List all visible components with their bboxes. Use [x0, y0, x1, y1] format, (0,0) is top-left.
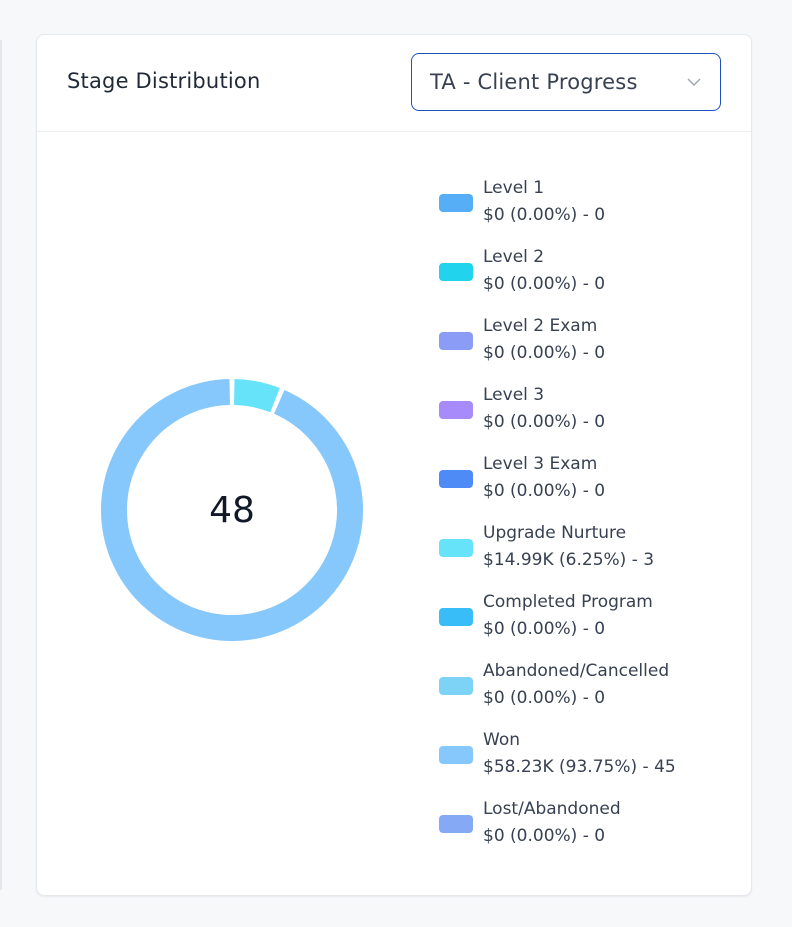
donut-slice[interactable] — [233, 379, 280, 413]
donut-chart: 48 — [97, 375, 367, 645]
legend-value: $0 (0.00%) - 0 — [483, 481, 606, 501]
legend-label: Won — [483, 730, 520, 750]
legend-item[interactable]: Level 2 Exam $0 (0.00%) - 0 — [439, 313, 739, 382]
legend-item[interactable]: Upgrade Nurture $14.99K (6.25%) - 3 — [439, 520, 739, 589]
legend-item[interactable]: Completed Program $0 (0.00%) - 0 — [439, 589, 739, 658]
legend-swatch — [439, 608, 473, 626]
center-total: 48 — [209, 489, 255, 531]
legend-item[interactable]: Abandoned/Cancelled $0 (0.00%) - 0 — [439, 658, 739, 727]
adjacent-panel-edge — [0, 40, 2, 890]
legend-item[interactable]: Won $58.23K (93.75%) - 45 — [439, 727, 739, 796]
stage-distribution-card: Stage Distribution TA - Client Progress … — [36, 34, 752, 896]
donut-slice[interactable] — [101, 379, 363, 641]
legend-item[interactable]: Level 2 $0 (0.00%) - 0 — [439, 244, 739, 313]
legend-swatch — [439, 677, 473, 695]
legend-label: Completed Program — [483, 592, 653, 612]
chevron-down-icon — [687, 78, 701, 86]
legend-value: $0 (0.00%) - 0 — [483, 826, 606, 846]
legend-label: Level 2 — [483, 247, 545, 267]
legend-value: $0 (0.00%) - 0 — [483, 205, 606, 225]
legend-label: Level 2 Exam — [483, 316, 598, 336]
legend-value: $0 (0.00%) - 0 — [483, 412, 606, 432]
legend-label: Lost/Abandoned — [483, 799, 621, 819]
legend-swatch — [439, 470, 473, 488]
legend-item[interactable]: Level 3 $0 (0.00%) - 0 — [439, 382, 739, 451]
legend-value: $0 (0.00%) - 0 — [483, 688, 606, 708]
legend-item[interactable]: Level 3 Exam $0 (0.00%) - 0 — [439, 451, 739, 520]
pipeline-select-value: TA - Client Progress — [430, 70, 638, 94]
legend-swatch — [439, 746, 473, 764]
legend-value: $0 (0.00%) - 0 — [483, 274, 606, 294]
card-title: Stage Distribution — [67, 69, 261, 93]
legend-label: Level 1 — [483, 178, 545, 198]
legend-item[interactable]: Lost/Abandoned $0 (0.00%) - 0 — [439, 796, 739, 865]
legend-label: Level 3 — [483, 385, 545, 405]
legend-value: $0 (0.00%) - 0 — [483, 619, 606, 639]
legend-value: $14.99K (6.25%) - 3 — [483, 550, 655, 570]
card-header: Stage Distribution TA - Client Progress — [37, 35, 751, 132]
legend-swatch — [439, 263, 473, 281]
legend-value: $0 (0.00%) - 0 — [483, 343, 606, 363]
legend-swatch — [439, 194, 473, 212]
legend-value: $58.23K (93.75%) - 45 — [483, 757, 676, 777]
legend-swatch — [439, 815, 473, 833]
legend-label: Abandoned/Cancelled — [483, 661, 670, 681]
legend-swatch — [439, 332, 473, 350]
legend-swatch — [439, 401, 473, 419]
legend-swatch — [439, 539, 473, 557]
donut-svg — [101, 379, 363, 641]
pipeline-select[interactable]: TA - Client Progress — [411, 53, 721, 111]
legend-item[interactable]: Level 1 $0 (0.00%) - 0 — [439, 175, 739, 244]
chart-legend: Level 1 $0 (0.00%) - 0 Level 2 $0 (0.00%) -… — [439, 175, 739, 865]
legend-label: Level 3 Exam — [483, 454, 598, 474]
legend-label: Upgrade Nurture — [483, 523, 627, 543]
